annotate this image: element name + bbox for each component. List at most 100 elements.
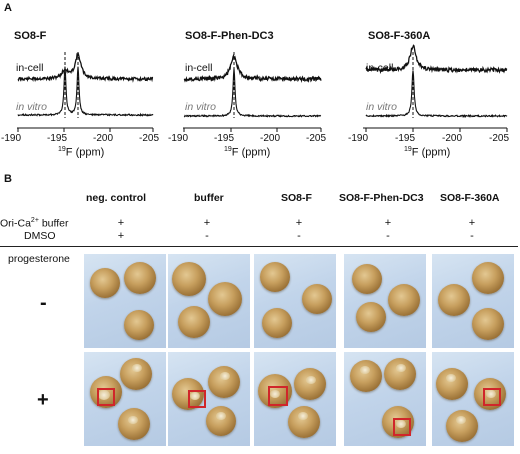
tick-label: -195 [214,133,235,144]
oocyte-photo [168,352,250,446]
germinal-vesicle-spot [396,364,406,372]
oocyte [446,410,478,442]
buffer-value: + [117,217,125,229]
germinal-vesicle-spot [220,372,230,380]
spectrum-plot-so8f-360a [363,44,508,132]
dmso-value: - [297,230,301,242]
oocyte [472,262,504,294]
oocyte [124,310,154,340]
tick-label: -205 [306,133,327,144]
germinal-vesicle-spot [190,392,200,400]
column-header-so8f-360a: SO8-F-360A [440,192,500,204]
oocyte-photo [84,254,166,348]
tick-label: -205 [139,133,160,144]
row-label-dmso: DMSO [24,230,56,242]
germinal-vesicle-spot [306,376,316,384]
dmso-value: - [470,230,474,242]
oocyte [208,366,240,398]
dmso-value: + [117,230,125,242]
germinal-vesicle-spot [98,390,110,400]
germinal-vesicle-spot [128,416,138,424]
tick-label: -200 [442,133,463,144]
germinal-vesicle-spot [216,412,226,420]
spectrum-invitro-line [17,66,154,117]
x-axis-label: 19F (ppm) [404,146,451,159]
invitro-label-so8f: in vitro [16,101,47,113]
oocyte [436,368,468,400]
x-axis-ticks [365,128,508,132]
germinal-vesicle-spot [446,374,456,382]
buffer-value: + [203,217,211,229]
oocyte-photo [254,254,336,348]
tick-label: -205 [489,133,510,144]
oocyte [178,306,210,338]
oocyte-photo [432,352,514,446]
oocyte [206,406,236,436]
oocyte-photo [84,352,166,446]
x-axis-ticks [17,128,154,132]
oocyte [118,408,150,440]
oocyte [438,284,470,316]
highlight-box [483,388,501,406]
oocyte [388,284,420,316]
dmso-value: - [386,230,390,242]
buffer-value: + [295,217,303,229]
progesterone-minus-sign: - [40,292,47,314]
spectrum-title-so8f: SO8-F [14,30,47,42]
x-axis-label: 19F (ppm) [58,146,105,159]
oocyte [260,262,290,292]
tick-label: -195 [47,133,68,144]
oocyte [172,262,206,296]
oocyte [302,284,332,314]
spectrum-invitro-line [365,70,508,119]
spectrum-plot-so8f-phen-dc3 [183,52,322,132]
x-axis-label: 19F (ppm) [224,146,271,159]
row-label-ori-ca-buffer: Ori-Ca2+ buffer [0,217,69,230]
spectrum-title-so8f-360a: SO8-F-360A [368,30,431,42]
oocyte [352,264,382,294]
panel-a-letter: A [4,2,12,14]
column-header-neg-control: neg. control [86,192,147,204]
invitro-label-so8f-360a: in vitro [366,101,397,113]
oocyte-photo [168,254,250,348]
germinal-vesicle-spot [298,412,308,420]
germinal-vesicle-spot [486,390,496,398]
spectrum-plot-so8f [17,52,154,132]
incell-label-so8f-phen-dc3: in-cell [185,62,213,74]
panel-b-letter: B [4,173,12,185]
row-label-progesterone: progesterone [8,253,70,265]
oocyte-photo [344,254,426,348]
table-divider [0,246,518,247]
column-header-buffer: buffer [194,192,224,204]
incell-label-so8f: in-cell [16,62,44,74]
oocyte-photo [344,352,426,446]
highlight-box [268,386,288,406]
spectrum-incell-line [365,44,508,75]
column-header-so8f: SO8-F [281,192,312,204]
oocyte-photo [432,254,514,348]
tick-label: -190 [1,133,22,144]
dmso-value: - [205,230,209,242]
oocyte [356,302,386,332]
highlight-box [393,418,411,436]
oocyte [262,308,292,338]
oocyte [350,360,382,392]
oocyte [208,282,242,316]
spectrum-incell-line [183,53,322,83]
germinal-vesicle-spot [270,390,280,398]
germinal-vesicle-spot [132,364,142,372]
buffer-value: + [468,217,476,229]
highlight-box [97,388,115,406]
spectrum-invitro-line [183,68,322,118]
invitro-label-so8f-phen-dc3: in vitro [185,101,216,113]
x-axis-ticks [183,128,322,132]
buffer-value: + [384,217,392,229]
oocyte [294,368,326,400]
tick-label: -190 [168,133,189,144]
oocyte-photo [254,352,336,446]
column-header-so8f-phen-dc3: SO8-F-Phen-DC3 [339,192,424,204]
highlight-box [188,390,206,408]
oocyte [472,308,504,340]
oocyte [288,406,320,438]
germinal-vesicle-spot [456,416,466,424]
